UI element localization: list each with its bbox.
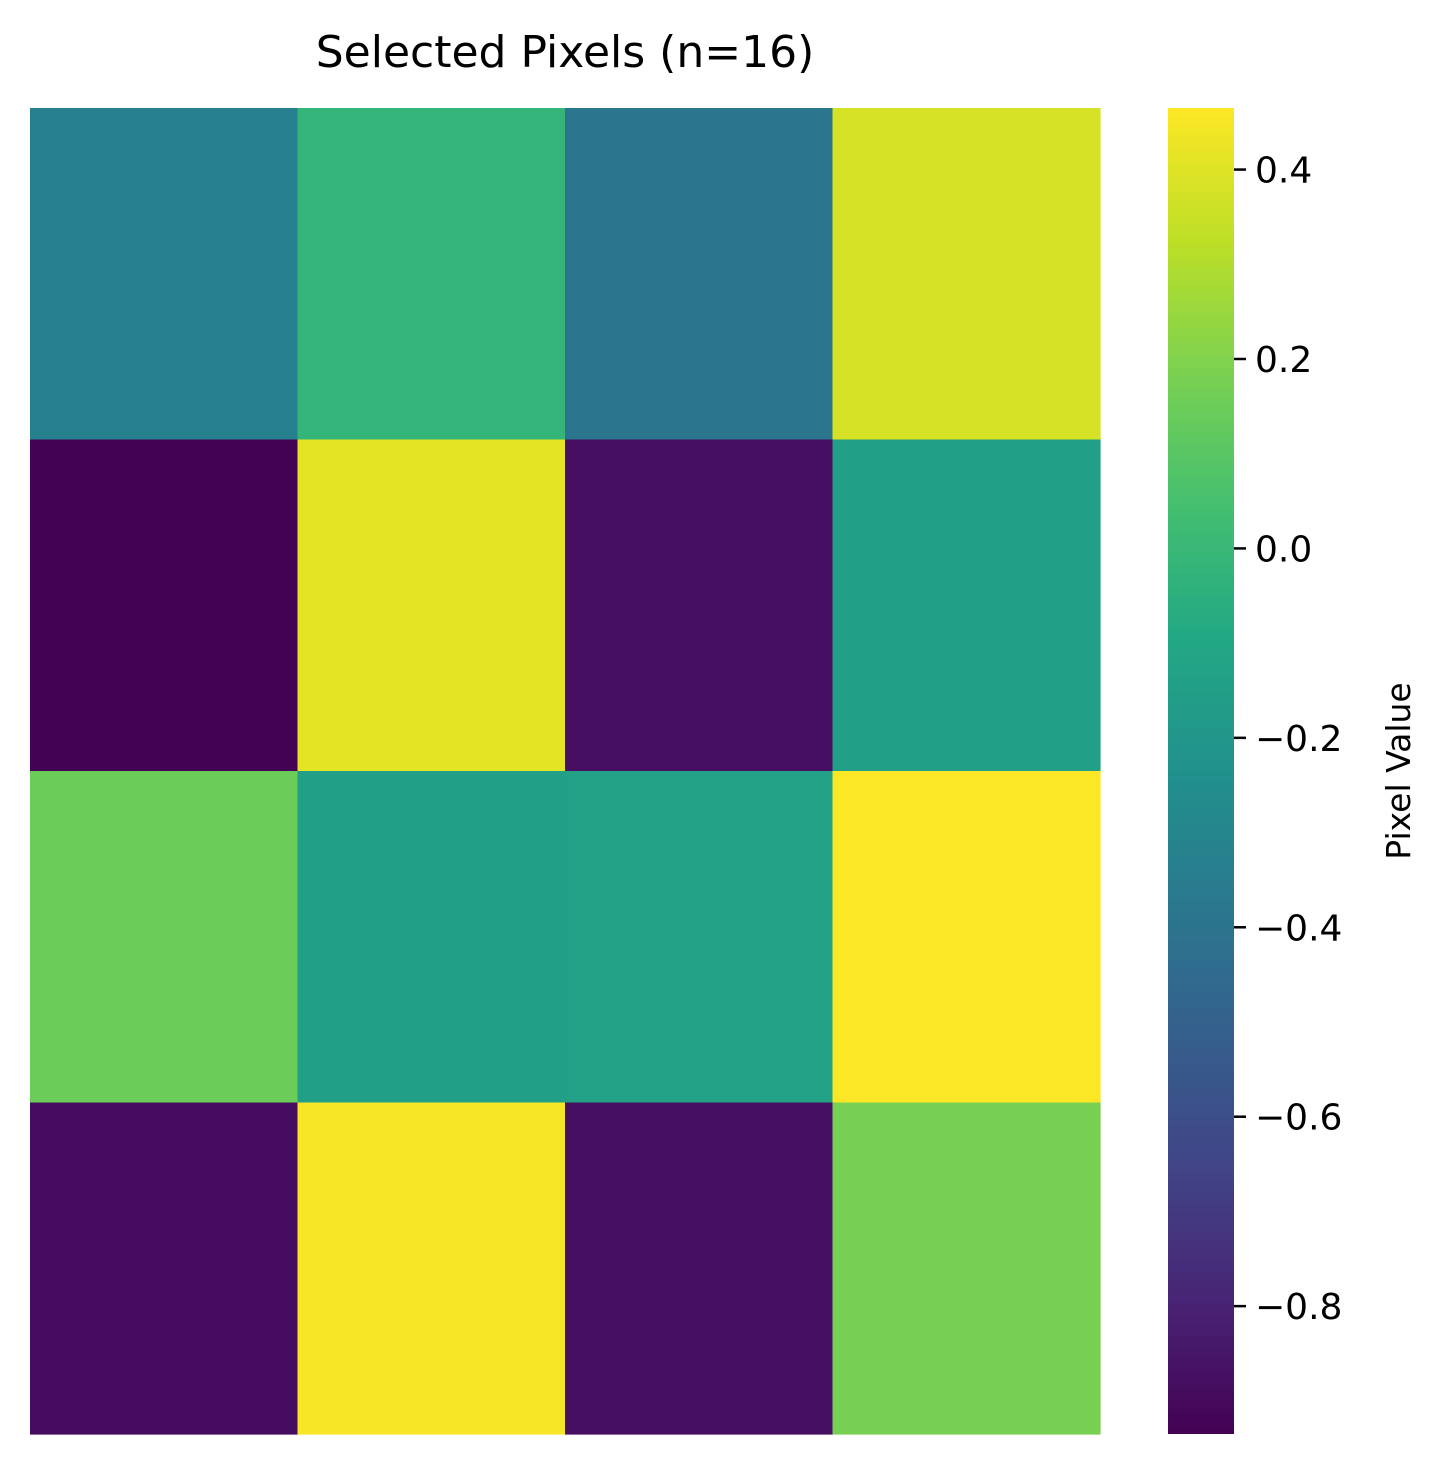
heatmap-cell xyxy=(832,771,1101,1104)
heatmap-cell xyxy=(30,439,299,772)
colorbar-label: Pixel Value xyxy=(1379,682,1418,859)
colorbar-tick-label: −0.6 xyxy=(1255,1098,1342,1139)
heatmap-cell xyxy=(30,771,299,1104)
heatmap-cell xyxy=(832,108,1101,441)
heatmap-cell xyxy=(565,1102,834,1435)
heatmap-cell xyxy=(297,1102,566,1435)
heatmap-cell xyxy=(30,1102,299,1435)
heatmap-cell xyxy=(297,108,566,441)
heatmap-cell xyxy=(565,439,834,772)
heatmap-cell xyxy=(297,439,566,772)
chart-title: Selected Pixels (n=16) xyxy=(316,27,814,78)
colorbar-tick-label: 0.4 xyxy=(1255,151,1312,192)
heatmap-cell xyxy=(565,108,834,441)
heatmap-cell xyxy=(832,439,1101,772)
heatmap-cell xyxy=(297,771,566,1104)
colorbar-ticks: 0.4 0.2 0.0 −0.2 −0.4 −0.6 −0.8 xyxy=(1234,151,1342,1328)
colorbar-tick-label: −0.4 xyxy=(1255,908,1342,949)
colorbar-tick-label: −0.2 xyxy=(1255,719,1342,760)
colorbar-tick-label: −0.8 xyxy=(1255,1287,1342,1328)
heatmap-cell xyxy=(565,771,834,1104)
colorbar-tick-label: 0.0 xyxy=(1255,529,1312,570)
colorbar-tick-label: 0.2 xyxy=(1255,340,1312,381)
heatmap-cells xyxy=(30,108,1101,1435)
heatmap-cell xyxy=(30,108,299,441)
colorbar xyxy=(1168,108,1234,1434)
heatmap-cell xyxy=(832,1102,1101,1435)
